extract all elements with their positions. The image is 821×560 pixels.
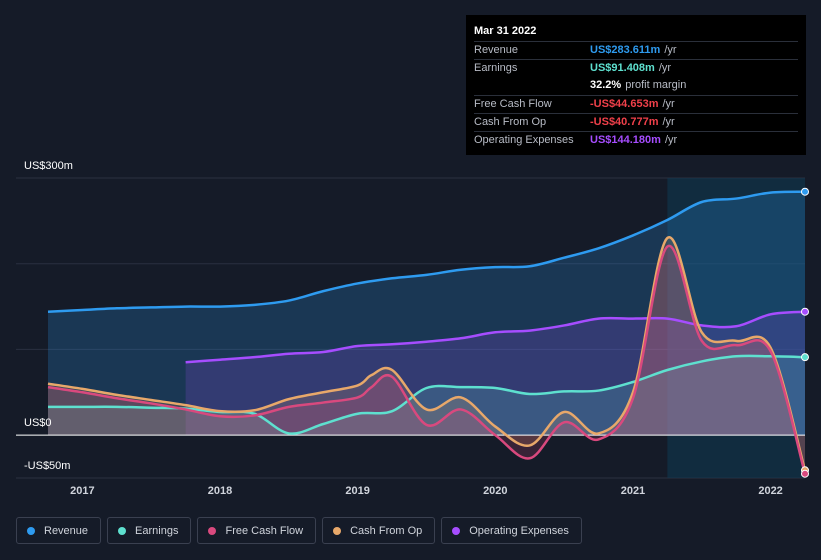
tooltip-row-value: 32.2% [590,79,622,92]
tooltip-row-unit: profit margin [625,79,687,92]
operating-expenses-area [185,311,806,436]
legend-item-revenue[interactable]: Revenue [16,517,102,544]
x-tick-label: 2022 [758,485,783,497]
legend-item-label: Revenue [44,524,89,537]
free-cash-flow-line [47,244,807,475]
legend-dot-icon [27,526,35,535]
legend-dot-icon [452,526,461,535]
x-tick-label: 2017 [70,485,95,497]
legend-item-operating-expenses[interactable]: Operating Expenses [441,517,582,544]
tooltip-row-label: Revenue [474,44,519,56]
tooltip-row-unit: /yr [662,115,675,128]
legend-item-label: Cash From Op [350,524,423,537]
series-lines [47,190,807,475]
x-tick-label: 2021 [620,485,646,497]
legend-dot-icon [118,526,127,535]
y-axis-top-label: US$300m [24,160,73,172]
tooltip-row: Cash From Op -US$40.777m/yr [474,112,798,131]
cash-from-op-line [47,236,807,471]
legend-item-label: Operating Expenses [469,524,569,537]
tooltip-row: Free Cash Flow -US$44.653m/yr [474,94,798,113]
tooltip-row: Operating Expenses US$144.180m/yr [474,130,798,149]
tooltip-row-label: Earnings [474,62,518,75]
tooltip-row-label: Cash From Op [474,115,547,128]
tooltip-row-label: Operating Expenses [474,133,574,146]
series-endpoints [801,187,809,478]
operating-expenses-line [185,310,806,364]
tooltip-row-value: -US$44.653m [590,97,659,110]
tooltip-row: Revenue US$283.611m/yr [474,41,798,59]
legend-dot-icon [333,526,342,535]
legend-item-free-cash-flow[interactable]: Free Cash Flow [197,517,317,544]
x-tick-label: 2020 [483,485,508,497]
operating-expenses-endpoint [801,307,809,316]
tooltip-panel: Mar 31 2022 Revenue US$283.611m/yr Earning… [466,15,806,155]
free-cash-flow-endpoint [801,469,809,478]
tooltip-row-unit: /yr [658,62,672,75]
tooltip-row-unit: /yr [662,97,675,110]
earnings-area [48,355,805,436]
tooltip-row-value: US$283.611m [590,44,661,56]
x-tick-label: 2018 [207,485,233,497]
series-areas [48,191,806,474]
tooltip-row-value: -US$40.777m [590,115,659,128]
free-cash-flow-area [48,245,805,474]
revenue-endpoint [801,187,809,196]
tooltip-row: Earnings US$91.408m/yr [474,59,798,77]
legend-dot-icon [208,526,217,535]
tooltip-date: Mar 31 2022 [474,25,537,37]
legend-item-label: Free Cash Flow [225,524,304,537]
revenue-line [47,190,806,313]
tooltip-row-unit: /yr [664,133,678,146]
highlight-band [667,178,805,478]
legend-item-earnings[interactable]: Earnings [107,517,192,544]
tooltip-row-label [474,77,590,94]
y-axis-bottom-label: -US$50m [24,460,71,472]
tooltip-row: 32.2% profit margin [474,77,798,94]
tooltip-row-value: US$144.180m [590,133,661,146]
x-tick-label: 2019 [345,485,370,497]
legend-item-cash-from-op[interactable]: Cash From Op [322,517,436,544]
revenue-area [48,191,805,436]
y-axis-zero-label: US$0 [24,417,52,429]
tooltip-row-label: Free Cash Flow [474,97,552,110]
tooltip-row-unit: /yr [664,44,677,56]
earnings-endpoint [801,353,809,362]
legend: Revenue Earnings Free Cash Flow Cash From O… [16,517,582,544]
legend-item-label: Earnings [135,524,179,537]
tooltip-rows: Revenue US$283.611m/yr Earnings US$91.408m /… [474,41,798,149]
tooltip-row-value: US$91.408m [590,62,655,75]
